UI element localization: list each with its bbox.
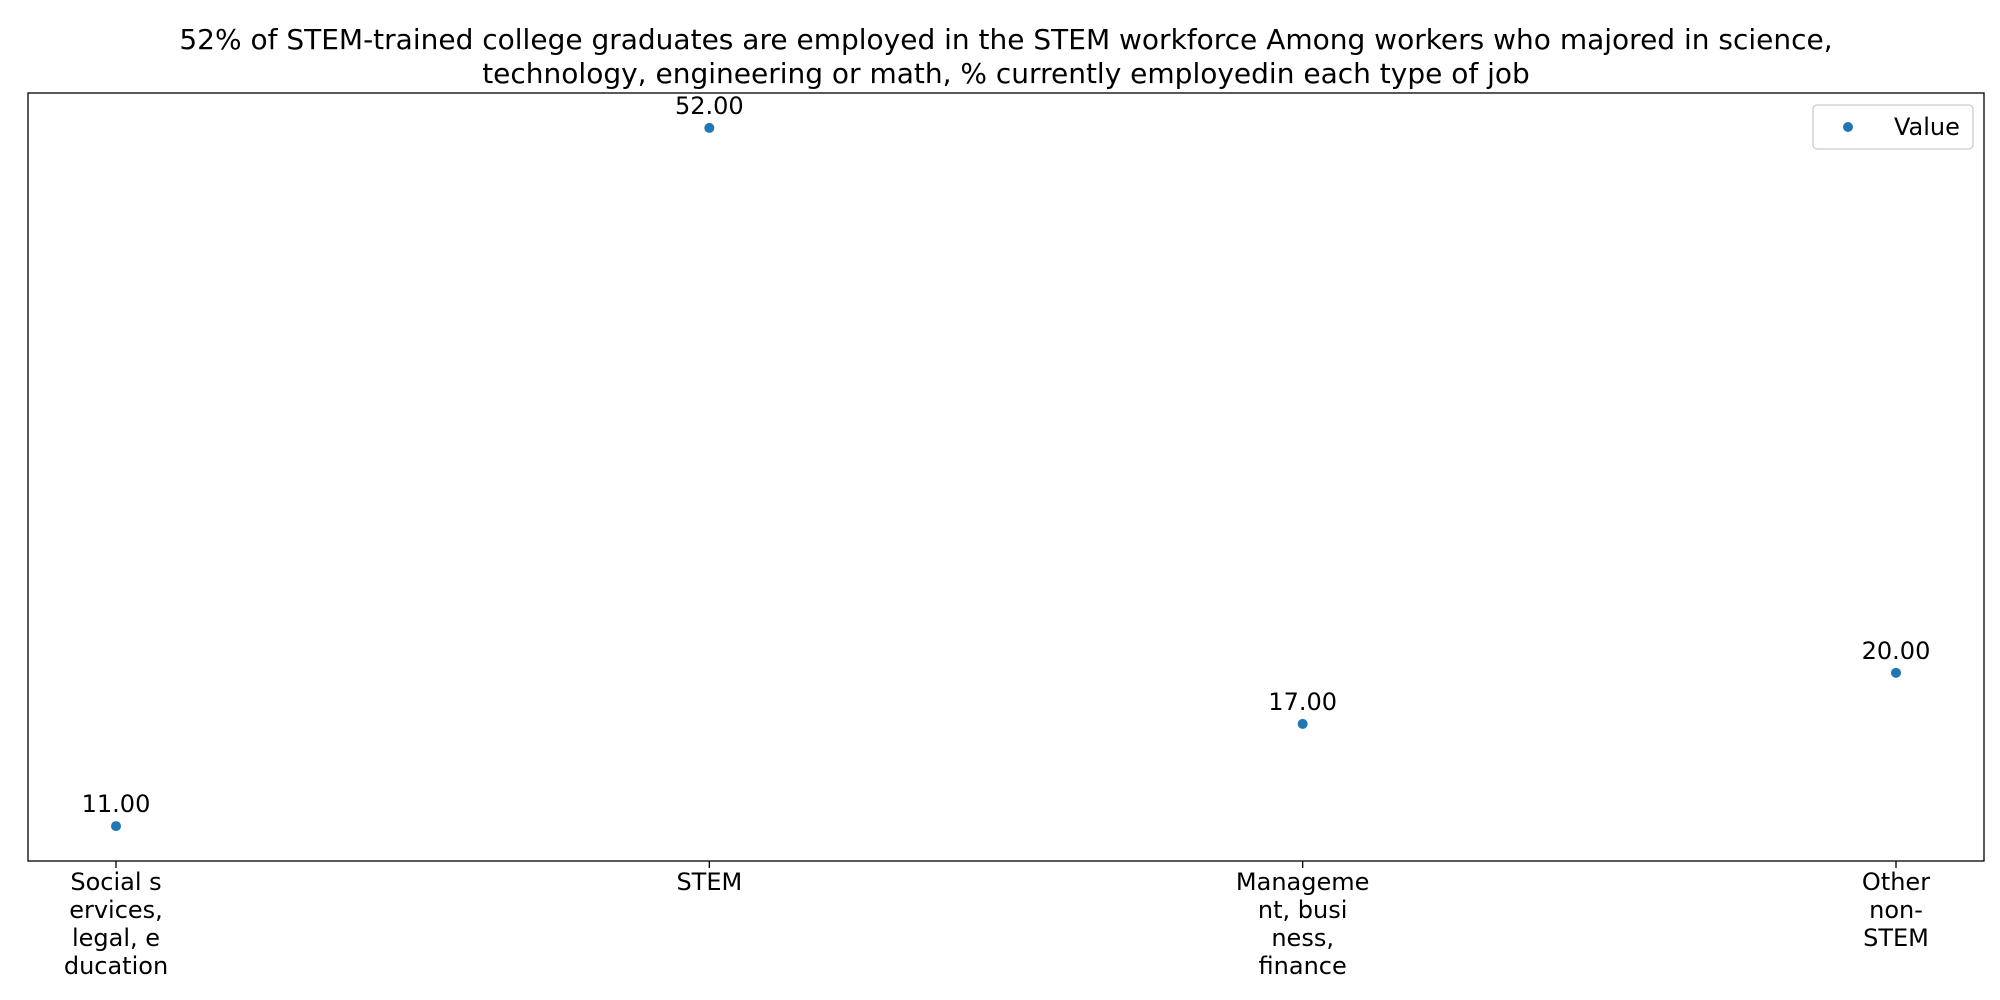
data-points [111,122,1901,832]
x-tick-label: STEM [1863,924,1929,952]
data-label: 11.00 [82,790,151,818]
legend: Value [1812,104,1974,150]
data-label: 52.00 [675,92,744,120]
chart-title: 52% of STEM-trained college graduates ar… [179,23,1832,90]
x-tick-label: ness, [1271,924,1334,952]
x-tick-label: finance [1259,952,1347,980]
legend-label: Value [1894,113,1960,141]
data-point [704,122,715,133]
x-tick-label: STEM [676,868,742,896]
x-tick-label: ducation [64,952,168,980]
plot-area-frame [27,92,1985,862]
data-label: 20.00 [1862,637,1931,665]
legend-marker [1843,122,1853,132]
data-labels: 11.00 52.00 17.00 20.00 [82,92,1931,818]
x-tick-label: nt, busi [1258,896,1348,924]
x-tick-label: Other [1862,868,1930,896]
chart-title-line-2: technology, engineering or math, % curre… [482,57,1530,90]
x-tick-label: Social s [70,868,161,896]
x-tick-label: Manageme [1236,868,1369,896]
chart-title-line-1: 52% of STEM-trained college graduates ar… [179,23,1832,56]
x-tick-label: non- [1869,896,1923,924]
data-point [1891,667,1901,678]
data-label: 17.00 [1268,688,1337,716]
data-point [111,821,121,832]
data-point [1297,718,1308,729]
legend-frame [1812,104,1974,150]
x-tick-label: legal, e [72,924,160,952]
x-tick-label: ervices, [69,896,163,924]
